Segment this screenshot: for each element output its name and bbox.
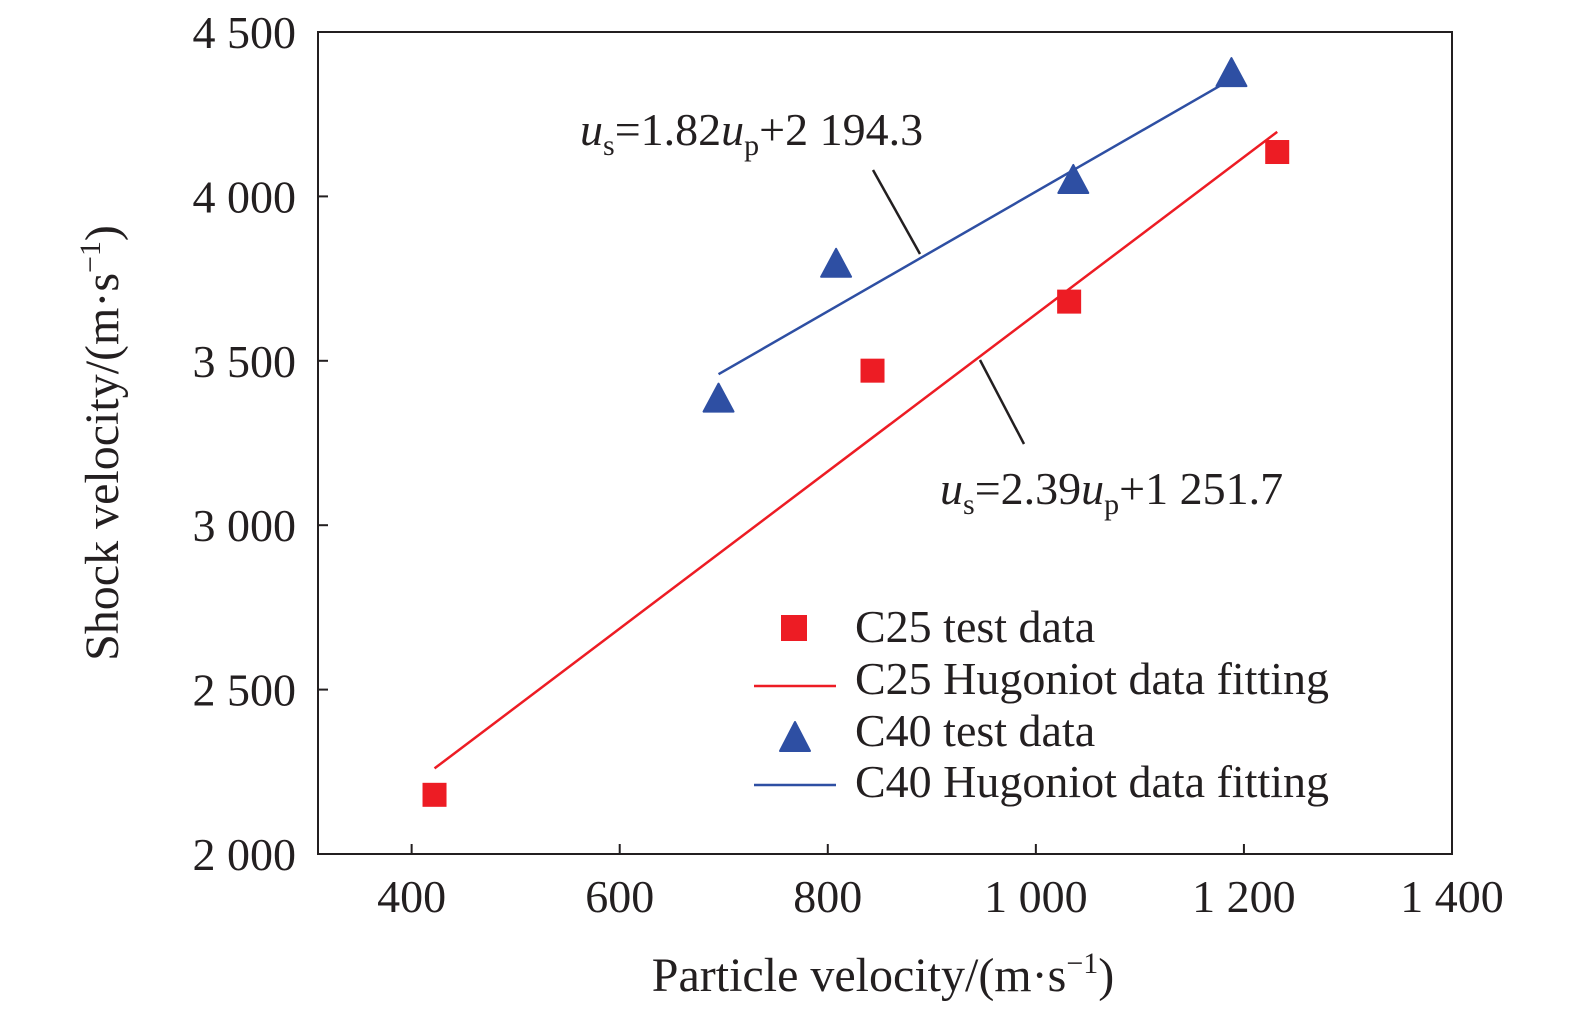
data-point-triangle [1215,57,1248,88]
equation-c40: us=1.82up+2 194.3 [580,104,923,162]
x-tick-label: 1 000 [984,871,1088,922]
legend-marker-c25-test [781,615,807,641]
fit-line [433,130,1278,770]
x-tick-label: 800 [793,871,862,922]
legend-label-c40-test: C40 test data [855,705,1095,756]
data-point-triangle [820,247,853,278]
x-axis-title: Particle velocity/(m·s−1) [652,947,1114,1002]
data-point-triangle [1057,163,1090,194]
y-tick-label: 4 000 [193,171,297,222]
data-point-square [422,782,447,807]
y-tick-label: 4 500 [193,7,297,58]
data-markers [422,57,1290,807]
legend-marker-c40-test [779,721,811,752]
data-point-square [1265,140,1290,165]
x-tick-label: 1 200 [1192,871,1296,922]
x-tick-label: 600 [585,871,654,922]
legend-label-c25-test: C25 test data [855,601,1095,652]
equation-c25: us=2.39up+1 251.7 [940,463,1283,521]
y-axis-ticks: 2 000 2 500 3 000 3 500 4 000 4 500 [193,7,328,880]
data-point-square [1057,289,1082,314]
plot-area-frame [317,31,1453,855]
x-tick-label: 1 400 [1400,871,1504,922]
data-point-triangle [702,382,735,413]
y-tick-label: 3 000 [193,500,297,551]
y-axis-title: Shock velocity/(m·s−1) [74,225,129,661]
annotation-leader-c40 [871,169,922,255]
y-tick-label: 2 500 [193,665,297,716]
fit-line [717,78,1233,376]
annotation-leader-c25 [978,359,1026,445]
y-tick-label: 2 000 [193,829,297,880]
data-point-square [860,358,885,383]
legend: C25 test data C25 Hugoniot data fitting … [754,601,1329,807]
x-tick-label: 400 [377,871,446,922]
fit-lines [433,78,1278,770]
y-tick-label: 3 500 [193,336,297,387]
legend-label-c25-fit: C25 Hugoniot data fitting [855,653,1329,704]
x-axis-ticks: 400 600 800 1 000 1 200 1 400 [377,844,1504,922]
legend-label-c40-fit: C40 Hugoniot data fitting [855,756,1329,807]
